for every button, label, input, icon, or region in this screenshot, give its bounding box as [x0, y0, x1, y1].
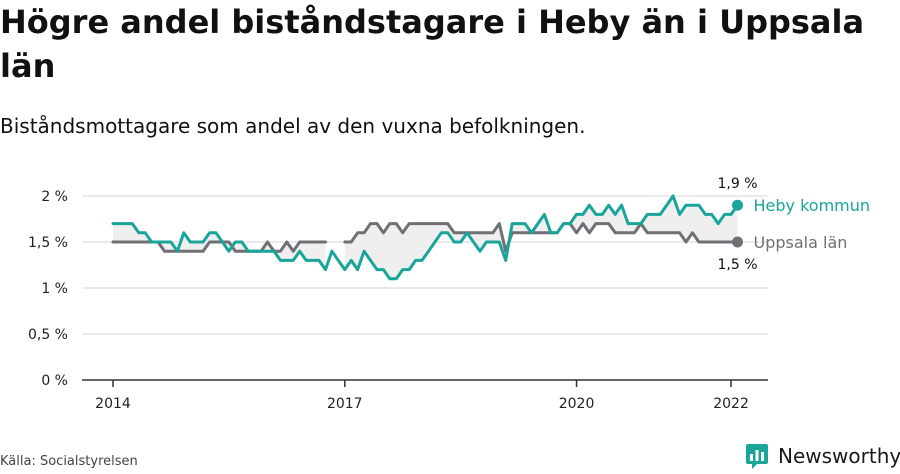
value-label-uppsala: 1,5 % — [717, 257, 757, 273]
source-note: Källa: Socialstyrelsen — [0, 454, 138, 469]
end-point-heby — [732, 199, 743, 211]
y-tick-label: 0,5 % — [28, 327, 68, 343]
series-label-heby: Heby kommun — [754, 196, 871, 215]
brand-name: Newsworthy — [778, 444, 900, 468]
chart-subtitle: Biståndsmottagare som andel av den vuxna… — [0, 114, 586, 138]
newsworthy-icon — [746, 444, 768, 469]
y-tick-label: 1 % — [41, 281, 68, 297]
x-tick-label: 2020 — [559, 396, 595, 412]
value-label-heby: 1,9 % — [717, 176, 757, 192]
y-tick-label: 2 % — [41, 189, 68, 205]
y-tick-label: 1,5 % — [28, 235, 68, 251]
line-chart: 0 % 0,5 % 1 % 1,5 % 2 % 2014 2017 2020 2022 Heby … — [28, 176, 871, 412]
chart-title: Högre andel biståndstagare i Heby än i U… — [0, 3, 865, 85]
difference-area — [113, 223, 326, 270]
difference-area — [344, 196, 738, 279]
series-label-uppsala: Uppsala län — [754, 233, 848, 252]
end-point-uppsala — [732, 236, 743, 248]
series-line-uppsala — [111, 222, 739, 253]
series-line-heby — [111, 194, 739, 281]
brand-logo[interactable]: Newsworthy — [744, 442, 900, 470]
x-tick-label: 2017 — [327, 396, 363, 412]
y-tick-label: 0 % — [41, 373, 68, 389]
x-tick-label: 2014 — [95, 396, 131, 412]
x-tick-label: 2022 — [713, 396, 749, 412]
